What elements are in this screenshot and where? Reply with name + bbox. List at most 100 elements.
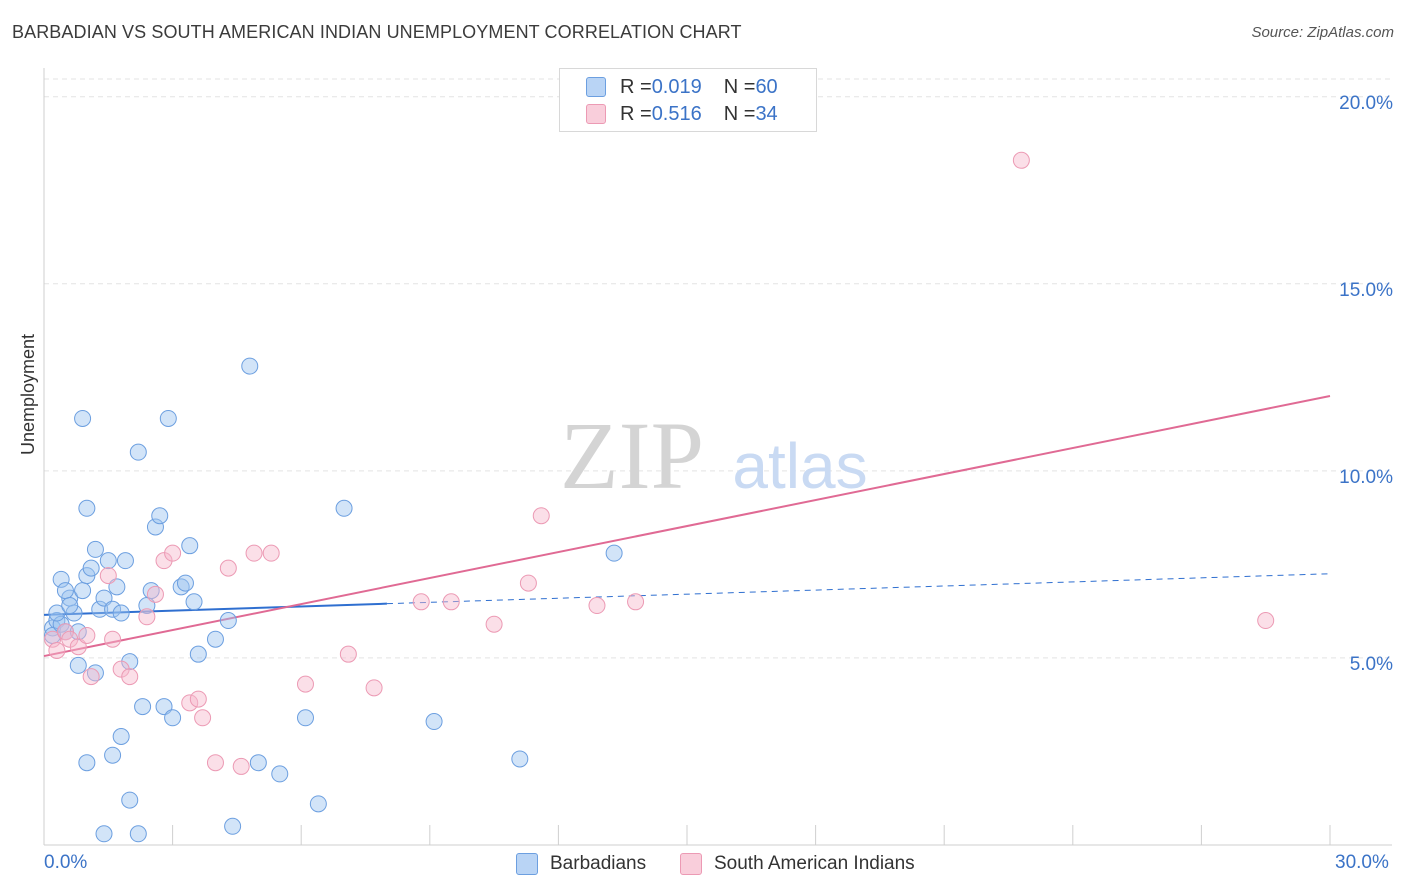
data-point-barbadians: [219, 612, 237, 630]
data-point-barbadians: [86, 540, 104, 558]
data-point-barbadians: [271, 765, 289, 783]
data-point-south-american-indians: [44, 630, 62, 648]
data-point-south-american-indians: [69, 638, 87, 656]
data-point-south-american-indians: [121, 668, 139, 686]
data-point-barbadians: [176, 574, 194, 592]
bottom-legend-label: Barbadians: [550, 853, 647, 874]
data-point-south-american-indians: [339, 645, 357, 663]
data-point-barbadians: [155, 698, 173, 716]
data-point-barbadians: [82, 559, 100, 577]
data-point-south-american-indians: [262, 544, 280, 562]
data-point-barbadians: [61, 597, 79, 615]
data-point-barbadians: [241, 357, 259, 375]
watermark-zip: ZIP: [560, 402, 704, 509]
data-point-south-american-indians: [82, 668, 100, 686]
data-point-south-american-indians: [485, 615, 503, 633]
series-barbadians: [44, 357, 623, 843]
data-point-barbadians: [189, 645, 207, 663]
legend-r-value: 0.516: [651, 102, 702, 125]
legend-n-value: 60: [755, 75, 778, 98]
legend-n-label: N =: [723, 75, 756, 98]
data-point-barbadians: [69, 656, 87, 674]
data-point-barbadians: [224, 817, 242, 835]
data-point-south-american-indians: [412, 593, 430, 611]
data-point-barbadians: [95, 589, 113, 607]
source-credit: Source: ZipAtlas.com: [1251, 24, 1394, 41]
trend-lines: [43, 395, 1331, 658]
data-point-south-american-indians: [138, 608, 156, 626]
data-point-south-american-indians: [181, 694, 199, 712]
data-point-barbadians: [309, 795, 327, 813]
data-point-barbadians: [56, 582, 74, 600]
correlation-legend: R = 0.019 N = 60 R = 0.516 N = 34: [559, 68, 817, 132]
data-point-barbadians: [129, 825, 147, 843]
data-point-south-american-indians: [104, 630, 122, 648]
data-point-south-american-indians: [219, 559, 237, 577]
x-tick-label-max: 30.0%: [1335, 852, 1389, 873]
data-point-barbadians: [95, 825, 113, 843]
legend-n-label: N =: [723, 102, 756, 125]
data-point-south-american-indians: [1012, 151, 1030, 169]
trend-line-barbadians-extension: [386, 573, 1331, 605]
data-point-barbadians: [104, 600, 122, 618]
legend-row-south-american-indians: R = 0.516 N = 34: [586, 101, 778, 127]
data-point-barbadians: [99, 552, 117, 570]
data-point-south-american-indians: [588, 597, 606, 615]
data-point-barbadians: [91, 600, 109, 618]
data-point-barbadians: [74, 582, 92, 600]
data-point-barbadians: [104, 746, 122, 764]
legend-row-barbadians: R = 0.019 N = 60: [586, 74, 778, 100]
data-point-barbadians: [129, 443, 147, 461]
data-point-south-american-indians: [296, 675, 314, 693]
data-point-south-american-indians: [164, 544, 182, 562]
bottom-legend-swatch-blue: [516, 853, 538, 875]
data-point-barbadians: [185, 593, 203, 611]
legend-r-value: 0.019: [651, 75, 702, 98]
data-point-barbadians: [52, 570, 70, 588]
y-tick-label: 20.0%: [1339, 92, 1393, 114]
data-point-south-american-indians: [48, 641, 66, 659]
data-point-barbadians: [296, 709, 314, 727]
data-point-barbadians: [335, 499, 353, 517]
trend-line-barbadians: [43, 602, 387, 616]
data-point-barbadians: [164, 709, 182, 727]
data-point-south-american-indians: [194, 709, 212, 727]
x-tick-label-min: 0.0%: [44, 852, 88, 873]
data-point-barbadians: [425, 713, 443, 731]
data-point-barbadians: [146, 518, 164, 536]
data-point-south-american-indians: [99, 567, 117, 585]
data-point-barbadians: [108, 578, 126, 596]
data-point-barbadians: [121, 791, 139, 809]
data-point-barbadians: [74, 409, 92, 427]
bottom-legend-barbadians: Barbadians: [516, 852, 646, 876]
data-point-south-american-indians: [78, 626, 96, 644]
data-point-barbadians: [159, 409, 177, 427]
data-point-barbadians: [116, 552, 134, 570]
data-point-barbadians: [181, 537, 199, 555]
y-tick-label: 5.0%: [1349, 653, 1393, 675]
bottom-legend-swatch-pink: [680, 853, 702, 875]
legend-swatch-blue: [586, 77, 606, 97]
y-tick-label: 10.0%: [1339, 466, 1393, 488]
axes: [43, 68, 1392, 846]
watermark: ZIP atlas: [560, 402, 868, 509]
series-south-american-indians: [44, 151, 1275, 775]
data-point-south-american-indians: [519, 574, 537, 592]
data-point-south-american-indians: [1257, 612, 1275, 630]
legend-n-value: 34: [755, 102, 778, 125]
data-point-south-american-indians: [245, 544, 263, 562]
data-point-barbadians: [78, 754, 96, 772]
y-axis-title: Unemployment: [18, 333, 38, 455]
bottom-legend-label: South American Indians: [714, 853, 915, 874]
data-point-barbadians: [134, 698, 152, 716]
data-point-south-american-indians: [365, 679, 383, 697]
data-point-south-american-indians: [146, 585, 164, 603]
data-point-barbadians: [511, 750, 529, 768]
legend-swatch-pink: [586, 104, 606, 124]
data-point-barbadians: [249, 754, 267, 772]
data-point-south-american-indians: [442, 593, 460, 611]
trend-line-south-american-indians: [43, 395, 1331, 658]
data-point-south-american-indians: [627, 593, 645, 611]
data-point-barbadians: [151, 507, 169, 525]
